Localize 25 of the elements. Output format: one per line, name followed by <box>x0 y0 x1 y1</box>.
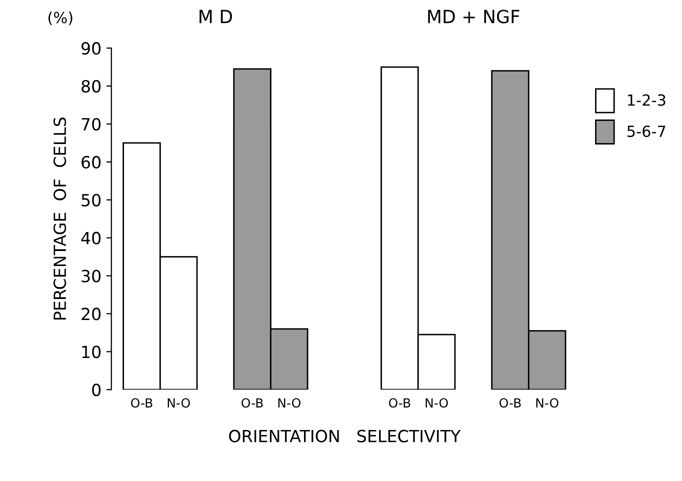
x-axis-title: ORIENTATION SELECTIVITY <box>229 430 461 442</box>
y-tick-label: 20 <box>82 308 101 320</box>
x-tick-label: N-O <box>168 398 190 408</box>
text: (%) <box>48 12 72 26</box>
x-tick-label: N-O <box>278 398 300 408</box>
text: M D <box>200 10 232 24</box>
x-tick-label: N-O <box>536 398 558 408</box>
y-tick-label: 40 <box>81 232 101 244</box>
y-tick-label: 80 <box>82 80 101 93</box>
y-tick-label: 10 <box>82 346 101 358</box>
x-tick-label: O-B <box>388 398 410 408</box>
y-tick-label: 70 <box>82 118 101 131</box>
y-tick-label: 60 <box>82 156 101 169</box>
y-tick-label: 0 <box>92 384 101 396</box>
y-tick-label: 90 <box>81 42 101 55</box>
y-axis-title: PERCENTAGE OF CELLS <box>53 117 66 320</box>
y-tick-label: 30 <box>82 270 101 282</box>
legend-label: 1-2-3 <box>628 94 666 106</box>
x-tick-label: O-B <box>242 398 263 408</box>
x-tick-label: O-B <box>131 398 152 408</box>
x-tick-label: N-O <box>426 398 448 408</box>
y-tick-label: 50 <box>82 194 101 206</box>
legend-label: 5-6-7 <box>628 126 666 138</box>
x-tick-label: O-B <box>500 398 521 408</box>
text: MD + NGF <box>428 10 520 24</box>
